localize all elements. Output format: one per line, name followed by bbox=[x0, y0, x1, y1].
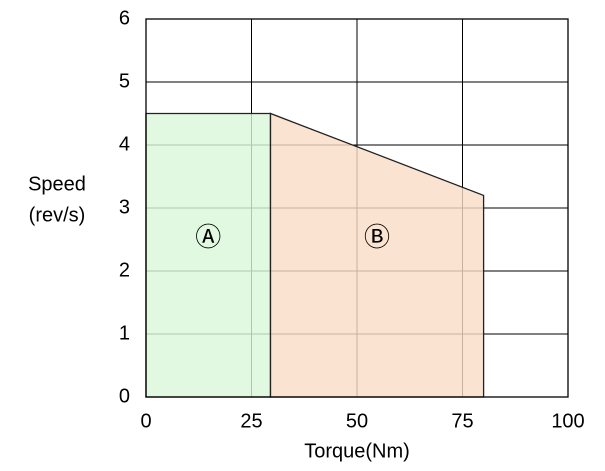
area bbox=[269, 112, 485, 398]
x-axis-label: Torque(Nm) bbox=[304, 440, 410, 462]
region-label: Ⓐ bbox=[195, 222, 221, 252]
y-axis-label: (rev/s) bbox=[29, 204, 86, 226]
x-tick-label: 25 bbox=[240, 410, 262, 432]
y-tick-label: 6 bbox=[119, 7, 130, 29]
x-tick-label: 75 bbox=[451, 410, 473, 432]
x-tick-label: 0 bbox=[140, 410, 151, 432]
y-tick-label: 5 bbox=[119, 70, 130, 92]
y-axis-label: Speed bbox=[28, 173, 86, 195]
x-tick-label: 100 bbox=[551, 410, 584, 432]
y-tick-label: 4 bbox=[119, 133, 130, 155]
area bbox=[145, 112, 272, 398]
y-tick-label: 3 bbox=[119, 196, 130, 218]
plot-frame bbox=[145, 18, 569, 398]
region-label: Ⓑ bbox=[364, 222, 390, 252]
x-tick-label: 50 bbox=[346, 410, 368, 432]
y-tick-label: 1 bbox=[119, 322, 130, 344]
y-tick-label: 2 bbox=[119, 259, 130, 281]
y-tick-label: 0 bbox=[119, 385, 130, 407]
